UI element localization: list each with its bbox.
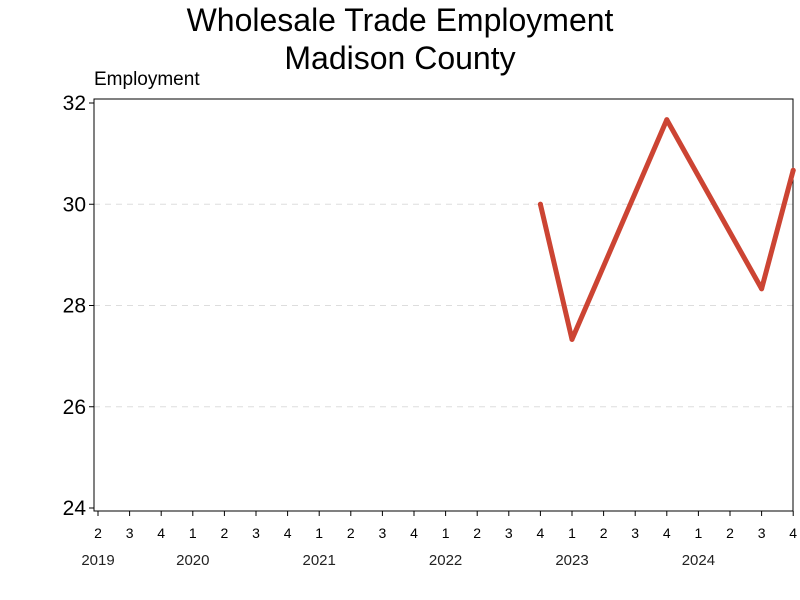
x-tick-label-17: 3 (631, 525, 639, 541)
chart-title-line-1: Wholesale Trade Employment (187, 2, 614, 38)
x-tick-label-13: 3 (505, 525, 513, 541)
x-tick-label-20: 2 (726, 525, 734, 541)
gridlines (94, 203, 793, 408)
x-tick-label-4: 2 (221, 525, 229, 541)
x-tick-label-8: 2 (347, 525, 355, 541)
y-tick-label-0: 24 (63, 497, 87, 520)
chart-title-line-2: Madison County (284, 40, 515, 76)
y-tick-label-4: 32 (63, 92, 86, 115)
x-tick-label-18: 4 (663, 525, 671, 541)
x-tick-label-9: 3 (379, 525, 387, 541)
y-axis: 24 26 28 30 32 (63, 92, 94, 520)
series-line-0 (537, 117, 796, 342)
year-label-0: 2019 (81, 552, 114, 569)
data-point-2 (664, 117, 670, 123)
x-tick-label-16: 2 (600, 525, 608, 541)
x-tick-label-19: 1 (695, 525, 703, 541)
data-point-0 (537, 201, 543, 207)
x-tick-label-21: 3 (758, 525, 766, 541)
x-tick-label-6: 4 (284, 525, 292, 541)
year-label-2: 2021 (303, 552, 336, 569)
data-point-3 (759, 286, 765, 292)
y-tick-label-2: 28 (63, 295, 86, 318)
year-label-3: 2022 (429, 552, 462, 569)
year-label-5: 2024 (682, 552, 715, 569)
x-tick-label-1: 3 (126, 525, 134, 541)
x-tick-label-5: 3 (252, 525, 260, 541)
x-tick-label-0: 2 (94, 525, 102, 541)
x-tick-label-15: 1 (568, 525, 576, 541)
x-tick-label-12: 2 (473, 525, 481, 541)
year-label-1: 2020 (176, 552, 209, 569)
x-tick-label-7: 1 (315, 525, 323, 541)
data-point-1 (569, 336, 575, 342)
x-tick-label-10: 4 (410, 525, 418, 541)
y-tick-label-1: 26 (63, 396, 86, 419)
x-tick-label-2: 4 (157, 525, 165, 541)
y-axis-label: Employment (94, 69, 200, 90)
x-axis: 2 3 4 1 2 3 4 1 2 3 4 1 2 3 4 1 2 3 4 1 2 3 4 2019 2020 2021 2022 2… (81, 511, 797, 569)
data-point-4 (790, 167, 796, 173)
x-tick-label-11: 1 (442, 525, 450, 541)
x-tick-label-3: 1 (189, 525, 197, 541)
series-layer (537, 117, 796, 342)
x-tick-label-22: 4 (789, 525, 797, 541)
y-tick-label-3: 30 (63, 193, 86, 216)
x-tick-label-14: 4 (537, 525, 545, 541)
year-label-4: 2023 (555, 552, 588, 569)
